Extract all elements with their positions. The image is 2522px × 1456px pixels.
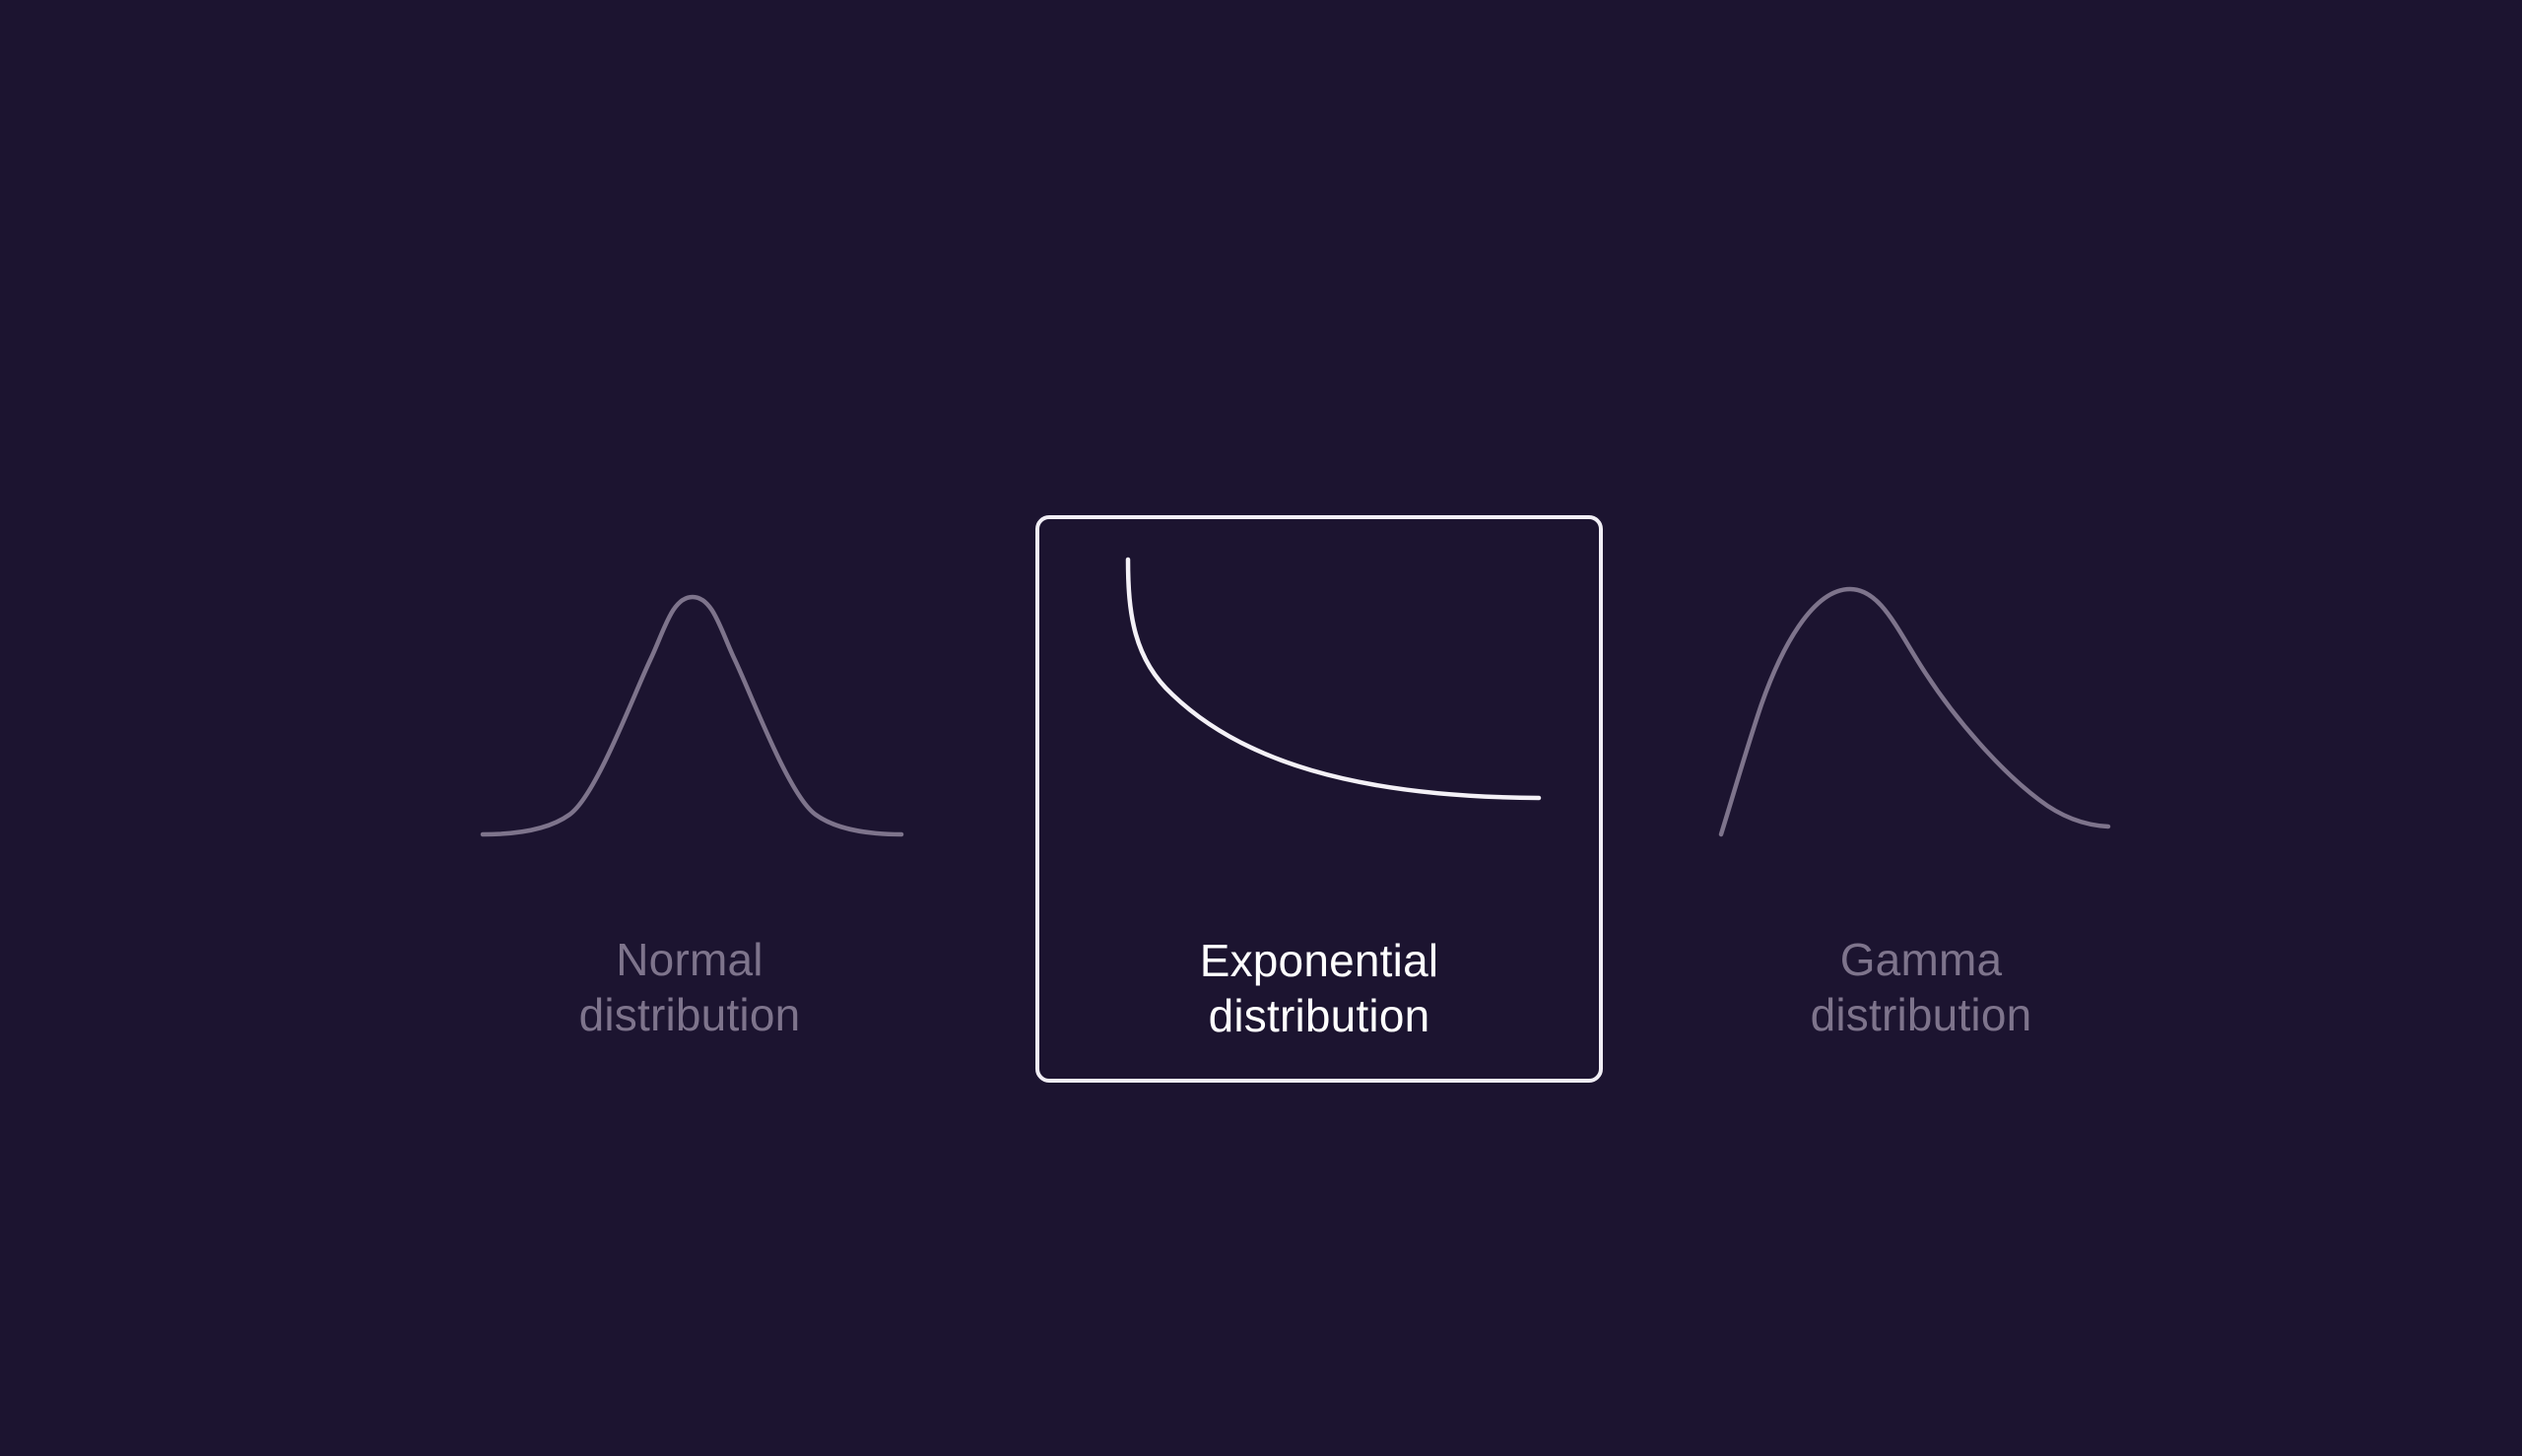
normal-distribution-curve-icon [480, 594, 904, 837]
option-normal-distribution[interactable]: Normal distribution [463, 552, 916, 1054]
option-label: Gamma distribution [1810, 934, 2032, 1040]
option-label: Exponential distribution [1199, 935, 1439, 1041]
exponential-distribution-curve-icon [1125, 557, 1542, 801]
option-label: Normal distribution [578, 934, 801, 1040]
option-gamma-distribution[interactable]: Gamma distribution [1714, 552, 2128, 1054]
gamma-distribution-curve-icon [1718, 586, 2111, 837]
option-exponential-distribution[interactable]: Exponential distribution [1035, 515, 1603, 1083]
